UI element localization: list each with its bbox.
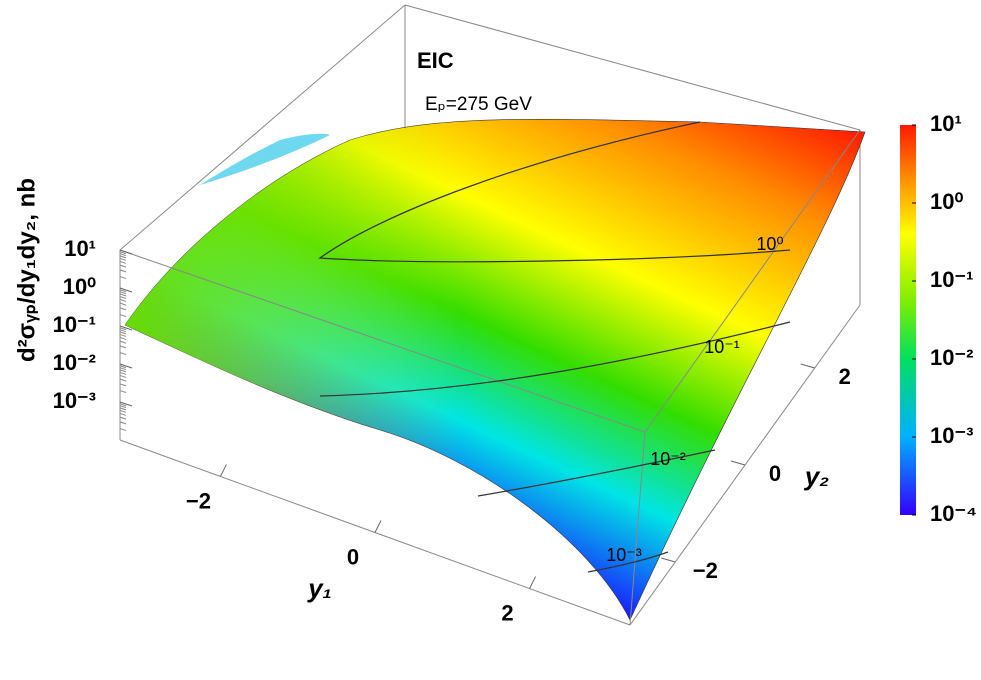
contour-line [587, 551, 669, 573]
annotation: EIC [417, 48, 454, 73]
y-tick [730, 460, 746, 466]
z-minor-tick [119, 428, 127, 432]
z-minor-tick [119, 307, 127, 311]
z-minor-tick [119, 345, 127, 349]
colorbar-tick-label: 10⁻⁴ [930, 501, 977, 526]
z-tick-label: 10⁻² [53, 350, 96, 375]
z-minor-tick [119, 367, 127, 371]
z-axis-title: d²σᵧₚ/dy₁dy₂, nb [13, 178, 40, 362]
z-minor-tick [119, 416, 127, 420]
z-minor-tick [119, 257, 127, 261]
z-minor-tick [119, 378, 127, 382]
z-minor-tick [119, 269, 127, 273]
annotation: Eₚ=275 GeV [425, 94, 532, 115]
z-tick [119, 325, 133, 331]
colorbar-tick-label: 10⁻³ [930, 423, 973, 448]
z-minor-tick [119, 412, 127, 416]
y-tick-label: 2 [839, 364, 851, 389]
z-minor-tick [119, 291, 127, 295]
z-minor-tick [119, 405, 127, 409]
z-minor-tick [119, 403, 127, 407]
colorbar [900, 125, 916, 515]
z-minor-tick [119, 255, 127, 259]
contours: 10⁰ 10⁻¹ 10⁻² 10⁻³ [318, 121, 791, 573]
z-tick-label: 10⁰ [63, 274, 96, 299]
z-tick-label: 10⁻¹ [53, 312, 96, 337]
z-minor-tick [119, 251, 127, 255]
z-tick [119, 249, 133, 255]
contour-label: 10⁻¹ [704, 337, 740, 357]
z-minor-tick [119, 390, 127, 394]
x-tick [220, 464, 227, 477]
z-minor-tick [119, 253, 127, 257]
x-tick [374, 520, 382, 533]
z-tick [119, 363, 133, 369]
z-tick-label: 10¹ [64, 236, 96, 261]
z-minor-tick [119, 293, 127, 297]
contour-label: 10⁻³ [606, 545, 642, 565]
z-minor-tick [119, 333, 127, 337]
z-minor-tick [119, 302, 127, 306]
y-tick [800, 363, 815, 369]
surface-shade [125, 119, 865, 620]
colorbar-tick-label: 10¹ [930, 111, 962, 136]
z-minor-tick [119, 264, 127, 268]
y-tick [661, 557, 676, 563]
z-minor-tick [119, 289, 127, 293]
contour-label: 10⁻² [650, 449, 686, 469]
x-tick-label: 0 [347, 544, 359, 569]
z-minor-tick [119, 327, 127, 331]
colorbar-tick-label: 10⁻¹ [930, 267, 973, 292]
z-minor-tick [119, 365, 127, 369]
z-minor-tick [119, 331, 127, 335]
contour-line [318, 121, 791, 263]
z-minor-tick [119, 407, 127, 411]
y-tick-label: −2 [693, 558, 718, 583]
z-minor-tick [119, 276, 127, 280]
z-tick [119, 401, 133, 407]
z-minor-tick [119, 260, 127, 264]
z-minor-tick [119, 352, 127, 356]
z-minor-tick [119, 383, 127, 387]
z-minor-tick [119, 369, 127, 373]
surface-edge [200, 133, 330, 185]
colorbar-tick-label: 10⁰ [930, 189, 963, 214]
z-minor-tick [119, 421, 127, 425]
z-minor-tick [119, 374, 127, 378]
y-axis-title: y₂ [803, 461, 829, 491]
z-minor-tick [119, 371, 127, 375]
box-back [119, 4, 861, 440]
contour-label: 10⁰ [756, 234, 783, 254]
y-tick-label: 0 [769, 461, 781, 486]
z-minor-tick [119, 340, 127, 344]
x-tick [529, 576, 536, 589]
x-axis-title: y₁ [306, 573, 332, 603]
z-minor-tick [119, 336, 127, 340]
contour-line [319, 321, 791, 397]
z-minor-tick [119, 329, 127, 333]
x-tick-label: −2 [186, 488, 211, 513]
z-minor-tick [119, 314, 127, 318]
contour-line [477, 449, 716, 497]
z-minor-tick [119, 409, 127, 413]
colorbar-tick-label: 10⁻² [930, 345, 973, 370]
x-tick-label: 2 [501, 600, 513, 625]
z-minor-tick [119, 298, 127, 302]
z-minor-tick [119, 295, 127, 299]
z-tick-label: 10⁻³ [53, 388, 96, 413]
z-tick [119, 287, 133, 293]
